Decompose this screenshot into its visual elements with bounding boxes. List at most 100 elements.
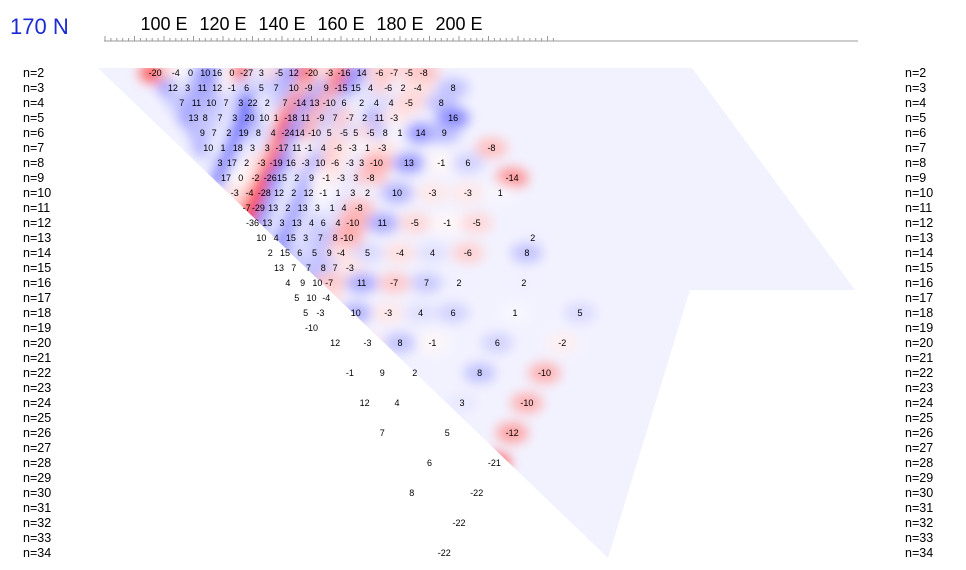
heat-cell xyxy=(528,363,561,383)
x-tick-label: 160 E xyxy=(317,14,364,34)
heat-cell xyxy=(404,123,437,143)
value-label: 10 xyxy=(206,98,216,108)
value-label: -5 xyxy=(275,68,283,78)
value-label: 5 xyxy=(353,128,358,138)
value-label: -7 xyxy=(390,278,398,288)
value-label: -10 xyxy=(308,128,321,138)
value-label: 12 xyxy=(289,68,299,78)
value-label: 8 xyxy=(256,128,261,138)
value-label: -27 xyxy=(240,68,253,78)
value-label: 6 xyxy=(465,158,470,168)
value-label: -3 xyxy=(378,143,386,153)
value-label: 2 xyxy=(456,278,461,288)
value-label: -16 xyxy=(337,68,350,78)
value-label: 6 xyxy=(341,98,346,108)
value-label: 7 xyxy=(380,428,385,438)
value-label: 15 xyxy=(277,173,287,183)
value-label: -3 xyxy=(390,113,398,123)
heat-cell xyxy=(496,168,529,188)
value-label: -1 xyxy=(322,173,330,183)
y-label-right: n=22 xyxy=(905,366,933,380)
value-label: -1 xyxy=(228,83,236,93)
heat-cell xyxy=(416,243,449,263)
x-tick-label: 100 E xyxy=(140,14,187,34)
value-label: 14 xyxy=(357,68,367,78)
y-label-left: n=15 xyxy=(23,261,51,275)
heat-cell xyxy=(510,393,543,413)
value-label: 12 xyxy=(168,83,178,93)
value-label: -4 xyxy=(172,68,180,78)
value-label: -6 xyxy=(464,248,472,258)
heat-cell xyxy=(484,183,517,203)
heat-cell xyxy=(451,243,484,263)
y-label-right: n=30 xyxy=(905,486,933,500)
value-label: -4 xyxy=(396,248,404,258)
value-label: -1 xyxy=(346,368,354,378)
value-label: 13 xyxy=(188,113,198,123)
y-label-right: n=21 xyxy=(905,351,933,365)
value-label: 15 xyxy=(286,233,296,243)
value-label: -3 xyxy=(337,173,345,183)
y-label-left: n=23 xyxy=(23,381,51,395)
value-label: -3 xyxy=(349,143,357,153)
value-label: 7 xyxy=(179,98,184,108)
value-label: 13 xyxy=(268,203,278,213)
value-label: 8 xyxy=(439,98,444,108)
value-label: 7 xyxy=(291,263,296,273)
heat-cell xyxy=(563,303,596,323)
heat-cell xyxy=(404,303,437,323)
value-label: 7 xyxy=(333,263,338,273)
value-label: 1 xyxy=(274,113,279,123)
value-label: 5 xyxy=(365,248,370,258)
value-label: 17 xyxy=(221,173,231,183)
value-label: -5 xyxy=(411,218,419,228)
value-label: 8 xyxy=(383,128,388,138)
heat-cell xyxy=(425,93,458,113)
value-label: -15 xyxy=(334,83,347,93)
value-label: 6 xyxy=(297,248,302,258)
y-label-left: n=13 xyxy=(23,231,51,245)
value-label: 10 xyxy=(200,68,210,78)
value-label: -10 xyxy=(346,218,359,228)
heat-cell xyxy=(546,333,579,353)
value-label: 4 xyxy=(418,308,423,318)
heat-cell xyxy=(481,333,514,353)
y-label-left: n=31 xyxy=(23,501,51,515)
y-label-right: n=9 xyxy=(905,171,926,185)
value-label: -19 xyxy=(270,158,283,168)
y-label-left: n=9 xyxy=(23,171,44,185)
y-label-left: n=5 xyxy=(23,111,44,125)
heat-cell xyxy=(507,273,540,293)
y-label-left: n=24 xyxy=(23,396,51,410)
heat-cell xyxy=(392,153,425,173)
value-label: 18 xyxy=(233,143,243,153)
heat-cell xyxy=(333,258,366,278)
value-label: 13 xyxy=(262,218,272,228)
value-label: -5 xyxy=(473,218,481,228)
value-label: -8 xyxy=(355,203,363,213)
y-label-right: n=29 xyxy=(905,471,933,485)
y-label-left: n=30 xyxy=(23,486,51,500)
value-labels: -20 -4 0 10 16 0 -27 3 -5 12 -20 -3 -16 14 -6 -7 -5 -812 3… xyxy=(149,68,583,558)
value-label: 20 xyxy=(245,113,255,123)
value-label: 7 xyxy=(282,98,287,108)
heat-cell xyxy=(366,138,399,158)
heat-cell xyxy=(475,138,508,158)
value-label: 9 xyxy=(300,278,305,288)
value-label: 0 xyxy=(238,173,243,183)
y-label-right: n=18 xyxy=(905,306,933,320)
value-label: -17 xyxy=(275,143,288,153)
value-label: 11 xyxy=(357,278,366,288)
value-label: 11 xyxy=(375,113,384,123)
y-label-left: n=2 xyxy=(23,66,44,80)
value-label: 12 xyxy=(212,83,222,93)
value-label: 8 xyxy=(333,233,338,243)
value-label: 4 xyxy=(341,203,346,213)
y-label-left: n=22 xyxy=(23,366,51,380)
value-label: 2 xyxy=(285,203,290,213)
heat-cell xyxy=(360,153,393,173)
heat-cell xyxy=(451,183,484,203)
value-label: 19 xyxy=(239,128,249,138)
y-label-left: n=7 xyxy=(23,141,44,155)
y-label-right: n=6 xyxy=(905,126,926,140)
